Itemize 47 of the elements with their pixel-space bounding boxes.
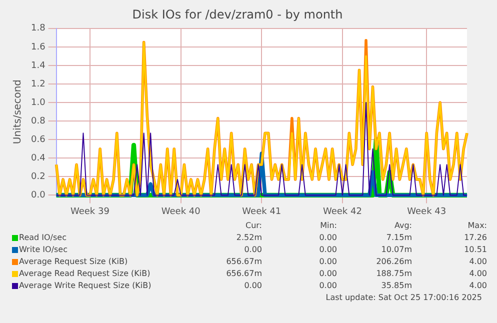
text: 0.00 (243, 244, 262, 256)
text: 10.07m (380, 244, 412, 256)
x-tick-label: Week 42 (322, 206, 362, 217)
x-tick-label: Week 39 (70, 206, 110, 217)
y-tick-label: 1.4 (30, 60, 46, 71)
text: 10.51 (463, 244, 487, 256)
x-tick-label: Week 40 (161, 206, 201, 217)
x-tick-label: Week 41 (242, 206, 282, 217)
text: 656.67m (225, 256, 262, 268)
text: Max: (466, 220, 487, 232)
text: 0.00 (318, 268, 337, 280)
text: 17.26 (463, 232, 487, 244)
legend-label: Write IO/sec (19, 244, 68, 256)
text: 0.00 (318, 232, 337, 244)
text: 206.26m (375, 256, 412, 268)
x-tick-label: Week 43 (407, 206, 446, 217)
text: 4.00 (468, 256, 487, 268)
legend-label: Read IO/sec (19, 232, 66, 244)
y-tick-label: 1.0 (30, 98, 46, 108)
text: 0.00 (318, 280, 337, 292)
legend-label: Average Write Request Size (KiB) (19, 280, 152, 292)
text: 0.00 (318, 244, 337, 256)
text: Avg: (393, 220, 412, 232)
legend-label: Average Request Size (KiB) (19, 256, 128, 268)
text: 188.75m (375, 268, 412, 280)
text: 656.67m (225, 268, 262, 280)
legend-label: Average Read Request Size (KiB) (19, 268, 150, 280)
text: 4.00 (468, 280, 487, 292)
text: 4.00 (468, 268, 487, 280)
text: Cur: (244, 220, 262, 232)
text: 2.52m (235, 232, 262, 244)
text: Min: (319, 220, 337, 232)
y-axis-title: Units/second (12, 79, 24, 144)
text: 7.15m (385, 232, 412, 244)
text: 35.85m (380, 280, 412, 292)
y-tick-label: 1.8 (30, 24, 46, 34)
text: Last update: Sat Oct 25 17:00:16 2025 (324, 292, 483, 304)
y-tick-label: 0.2 (30, 172, 46, 182)
y-tick-label: 1.2 (30, 79, 46, 90)
text: 0.00 (318, 256, 337, 268)
chart-title: Disk IOs for /dev/zram0 - by month (132, 7, 343, 22)
y-tick-label: 0.6 (30, 134, 46, 145)
y-tick-label: 1.6 (30, 42, 46, 52)
text: 0.00 (243, 280, 262, 292)
y-tick-label: 0.4 (30, 153, 46, 164)
y-tick-label: 0.8 (30, 116, 46, 126)
y-tick-label: 0.0 (30, 190, 46, 201)
